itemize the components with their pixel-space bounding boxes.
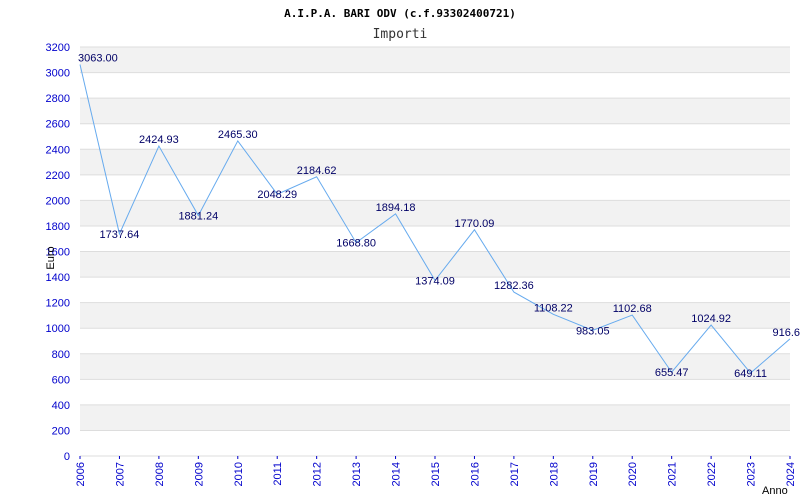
x-tick-label: 2007	[114, 462, 126, 486]
y-tick-label: 3200	[46, 42, 70, 54]
x-tick-label: 2021	[667, 462, 679, 486]
data-label: 2184.62	[297, 165, 337, 177]
y-axis-label: Euro	[45, 246, 57, 269]
y-tick-label: 3000	[46, 68, 70, 80]
x-tick-label: 2006	[75, 462, 87, 486]
data-label: 2424.93	[139, 134, 179, 146]
data-label: 916.6	[772, 327, 800, 339]
x-tick-label: 2017	[509, 462, 521, 486]
data-label: 2465.30	[218, 129, 258, 141]
x-tick-label: 2019	[588, 462, 600, 486]
x-tick-label: 2018	[548, 462, 560, 486]
x-tick-label: 2013	[351, 462, 363, 486]
data-label: 1881.24	[178, 211, 218, 223]
x-tick-label: 2015	[430, 462, 442, 486]
grid-bands	[80, 47, 790, 431]
data-label: 1108.22	[534, 302, 573, 314]
chart-subtitle: Importi	[373, 27, 428, 42]
y-tick-label: 0	[64, 451, 70, 463]
y-tick-label: 200	[52, 425, 70, 437]
y-tick-label: 2600	[46, 119, 70, 131]
grid-band	[80, 302, 790, 329]
x-tick-label: 2024	[785, 462, 797, 486]
grid-band	[80, 98, 790, 124]
data-label: 1737.64	[100, 229, 140, 241]
y-tick-label: 1200	[46, 298, 70, 310]
data-label: 2048.29	[257, 189, 297, 201]
data-label: 1282.36	[494, 280, 534, 292]
x-tick-label: 2010	[233, 462, 245, 486]
x-tick-label: 2009	[193, 462, 205, 486]
x-axis-ticks: 2006 2007 2008 2009 2010 2011 2012 2013 2014 2015…	[75, 456, 797, 486]
y-tick-label: 1600	[46, 247, 70, 259]
y-tick-label: 1000	[46, 323, 70, 335]
y-tick-label: 800	[52, 349, 70, 361]
x-tick-label: 2016	[469, 462, 481, 486]
data-label: 1024.92	[691, 313, 731, 325]
y-tick-label: 400	[52, 400, 70, 412]
x-tick-label: 2020	[627, 462, 639, 486]
chart-title: A.I.P.A. BARI ODV (c.f.93302400721)	[284, 7, 516, 20]
data-label: 655.47	[655, 367, 689, 379]
y-tick-label: 600	[52, 374, 70, 386]
data-label: 1102.68	[613, 303, 652, 315]
grid-band	[80, 47, 790, 73]
y-tick-label: 2800	[46, 93, 70, 105]
y-tick-label: 2400	[46, 144, 70, 156]
x-axis-label: Anno	[762, 485, 788, 497]
x-tick-label: 2012	[312, 462, 324, 486]
y-axis-ticks: 0 200 400 600 800 1000 1200 1400 1600 1800 2000 220…	[46, 42, 70, 463]
data-label: 1770.09	[455, 218, 495, 230]
data-label: 1668.80	[336, 238, 376, 250]
grid-band	[80, 404, 790, 431]
data-label: 3063.00	[78, 53, 118, 65]
y-tick-label: 1800	[46, 221, 70, 233]
y-tick-label: 2200	[46, 170, 70, 182]
x-tick-label: 2008	[154, 462, 166, 486]
x-tick-label: 2022	[706, 462, 718, 486]
y-tick-label: 1400	[46, 272, 70, 284]
data-label: 1894.18	[376, 202, 416, 214]
x-tick-label: 2011	[272, 462, 284, 486]
data-label: 983.05	[576, 325, 610, 337]
y-tick-label: 2000	[46, 195, 70, 207]
data-label: 649.11	[734, 368, 767, 380]
grid-band	[80, 149, 790, 175]
series-line-group	[79, 64, 791, 374]
grid-band	[80, 251, 790, 278]
x-tick-label: 2014	[391, 462, 403, 486]
data-label: 1374.09	[415, 275, 455, 287]
grid-band	[80, 200, 790, 226]
series-line	[79, 64, 791, 374]
x-tick-label: 2023	[746, 462, 758, 486]
grid-band	[80, 353, 790, 380]
data-labels: 3063.00 1737.64 2424.93 1881.24 2465.30 2048.…	[78, 53, 800, 381]
